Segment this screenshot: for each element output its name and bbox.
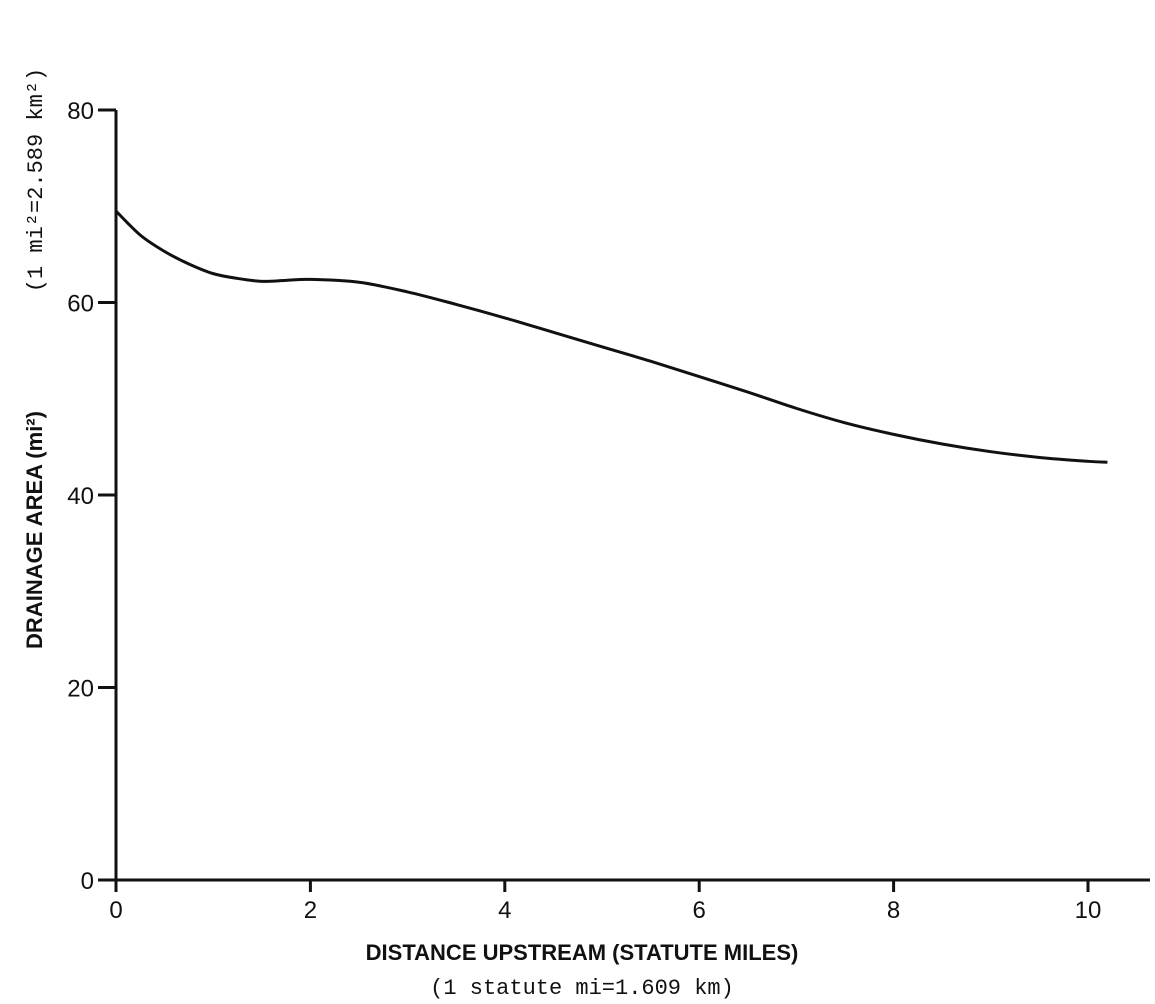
- y-ticks: 0 20 40 60 80: [67, 98, 116, 895]
- x-tick-label: 0: [109, 897, 122, 924]
- series-layer: [114, 209, 1108, 464]
- y-tick-label: 60: [67, 291, 94, 318]
- x-tick-label: 2: [304, 897, 317, 924]
- x-tick-label: 6: [693, 897, 706, 924]
- x-tick-label: 4: [498, 897, 511, 924]
- y-tick-label: 0: [81, 868, 94, 895]
- x-ticks: 0 2 4 6 8 10: [109, 880, 1101, 924]
- y-tick-label: 40: [67, 483, 94, 510]
- axes: [114, 110, 1150, 882]
- y-axis-subtitle: (1 mi²=2.589 km²): [24, 68, 49, 292]
- y-axis-title: DRAINAGE AREA (mi²): [22, 411, 47, 649]
- y-tick-label: 80: [67, 98, 94, 125]
- y-tick-label: 20: [67, 676, 94, 703]
- x-tick-label: 10: [1075, 897, 1102, 924]
- x-tick-label: 8: [887, 897, 900, 924]
- drainage-area-line: [114, 209, 1108, 464]
- x-axis-subtitle: (1 statute mi=1.609 km): [430, 976, 734, 1001]
- x-axis-title: DISTANCE UPSTREAM (STATUTE MILES): [366, 940, 799, 965]
